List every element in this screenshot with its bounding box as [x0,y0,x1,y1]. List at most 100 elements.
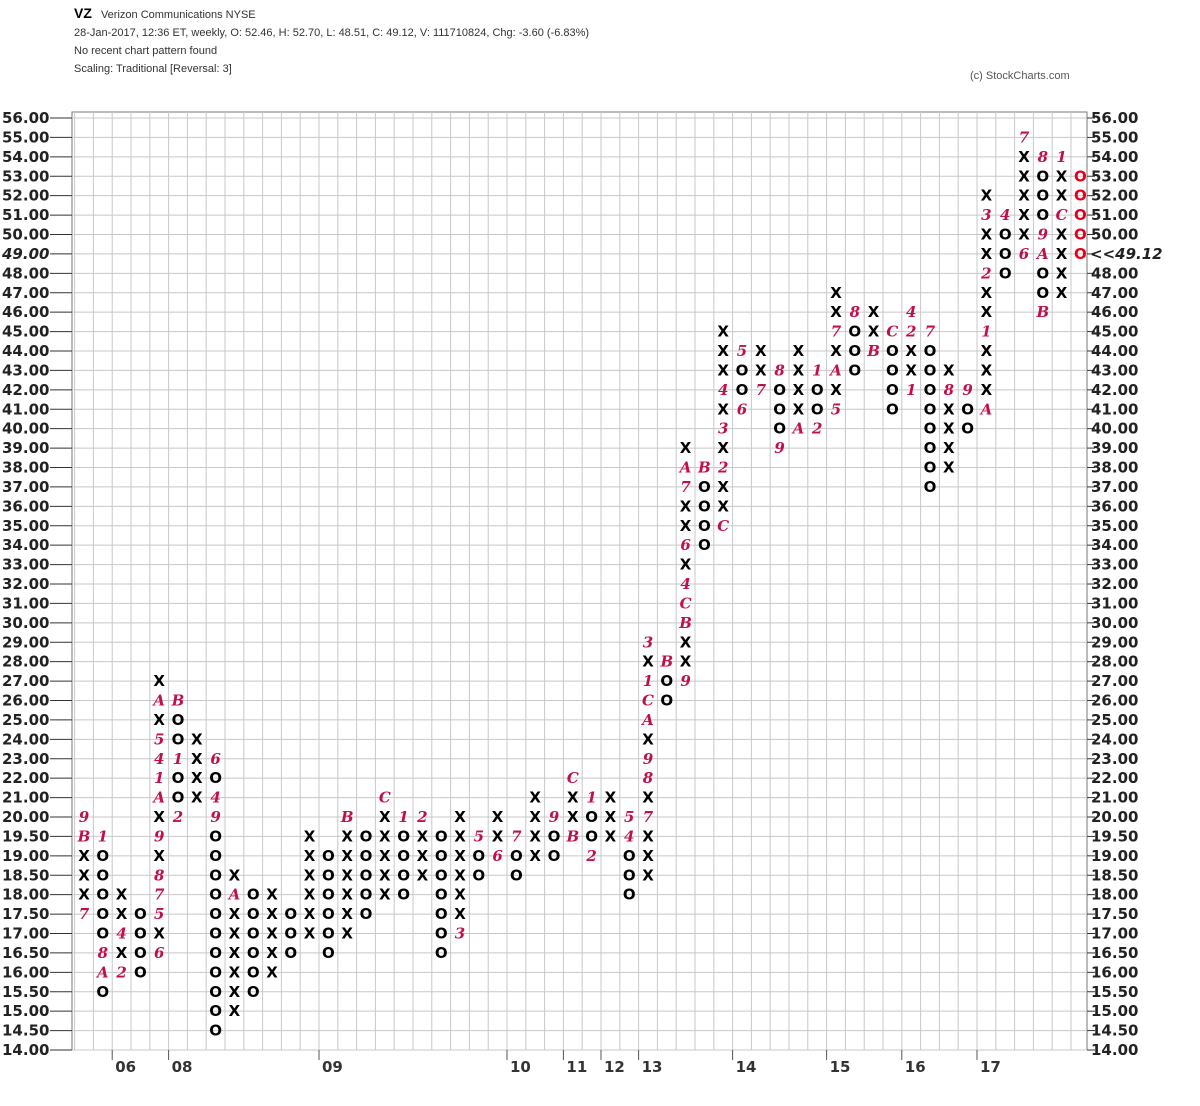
o-box: O [435,944,448,962]
o-box: O [1074,245,1087,263]
x-box: X [1018,226,1030,244]
x-tick-label: 12 [604,1058,625,1076]
o-box: O [397,866,410,884]
x-box: X [905,342,917,360]
x-box: X [1056,187,1068,205]
x-box: X [717,342,729,360]
o-box: O [96,847,109,865]
y-tick-label-left: 29.00 [2,633,49,651]
x-box: X [642,827,654,845]
month-marker: 2 [905,323,916,341]
o-box: O [322,905,335,923]
o-box: O [924,459,937,477]
o-box: O [209,769,222,787]
y-tick-label-left: 20.00 [2,808,49,826]
x-box: X [492,808,504,826]
month-marker: 7 [680,478,691,496]
y-tick-label-right: 53.00 [1091,167,1138,185]
month-marker: 2 [811,420,822,438]
x-box: X [943,361,955,379]
symbol-text: VZ [74,5,92,21]
month-marker: 1 [643,672,653,690]
x-box: X [755,342,767,360]
x-box: X [454,886,466,904]
x-box: X [943,459,955,477]
copyright-text: (c) StockCharts.com [970,70,1070,82]
x-box: X [454,808,466,826]
month-marker: 2 [115,963,126,981]
o-box: O [811,381,824,399]
o-box: O [736,361,749,379]
o-box: O [247,944,260,962]
y-tick-label-right: 43.00 [1091,361,1138,379]
month-marker: 5 [737,342,747,360]
x-box: X [981,303,993,321]
o-box: O [322,925,335,943]
current-price-label: <<49.12 [1090,245,1163,263]
month-marker: 4 [624,827,634,845]
x-box: X [266,944,278,962]
month-marker: 7 [925,323,936,341]
x-box: X [454,827,466,845]
month-marker: C [680,594,692,612]
month-marker: 6 [210,750,221,768]
month-marker: A [640,711,654,729]
y-tick-label-right: 18.50 [1091,866,1138,884]
o-box: O [1036,167,1049,185]
y-tick-label-left: 54.00 [2,148,49,166]
x-box: X [755,361,767,379]
x-box: X [642,789,654,807]
x-box: X [567,808,579,826]
x-box: X [943,439,955,457]
month-marker: B [171,692,185,710]
o-box: O [1074,167,1087,185]
y-tick-label-left: 46.00 [2,303,49,321]
o-box: O [247,886,260,904]
x-box: X [341,925,353,943]
x-box: X [642,730,654,748]
month-marker: 5 [474,827,484,845]
x-box: X [717,497,729,515]
x-box: X [229,866,241,884]
month-marker: 5 [154,730,164,748]
o-box: O [886,342,899,360]
y-tick-label-left: 23.00 [2,750,49,768]
quote-info: 28-Jan-2017, 12:36 ET, weekly, O: 52.46,… [74,27,590,39]
x-box: X [793,381,805,399]
x-box: X [642,653,654,671]
scaling-text: Scaling: Traditional [Reversal: 3] [74,63,232,75]
y-tick-label-left: 56.00 [2,109,49,127]
month-marker: 5 [624,808,634,826]
month-marker: 7 [511,827,522,845]
o-box: O [1036,284,1049,302]
o-box: O [924,400,937,418]
o-box: O [660,672,673,690]
y-tick-label-right: 54.00 [1091,148,1138,166]
o-box: O [360,847,373,865]
o-box: O [773,381,786,399]
month-marker: 3 [981,206,991,224]
y-tick-label-left: 45.00 [2,323,49,341]
y-tick-label-left: 21.00 [2,789,49,807]
o-box: O [209,1002,222,1020]
x-box: X [229,944,241,962]
y-tick-label-right: 56.00 [1091,109,1138,127]
y-tick-label-left: 19.50 [2,827,49,845]
o-box: O [209,944,222,962]
month-marker: 9 [962,381,973,399]
o-box: O [435,866,448,884]
month-marker: 1 [586,789,596,807]
y-tick-label-right: 31.00 [1091,594,1138,612]
month-marker: A [678,459,692,477]
x-box: X [981,226,993,244]
o-box: O [773,420,786,438]
o-box: O [924,381,937,399]
o-box: O [360,866,373,884]
month-marker: A [227,886,241,904]
o-box: O [247,905,260,923]
y-tick-label-left: 48.00 [2,264,49,282]
o-box: O [1036,187,1049,205]
x-box: X [830,303,842,321]
y-tick-label-right: 15.50 [1091,983,1138,1001]
x-box: X [680,497,692,515]
